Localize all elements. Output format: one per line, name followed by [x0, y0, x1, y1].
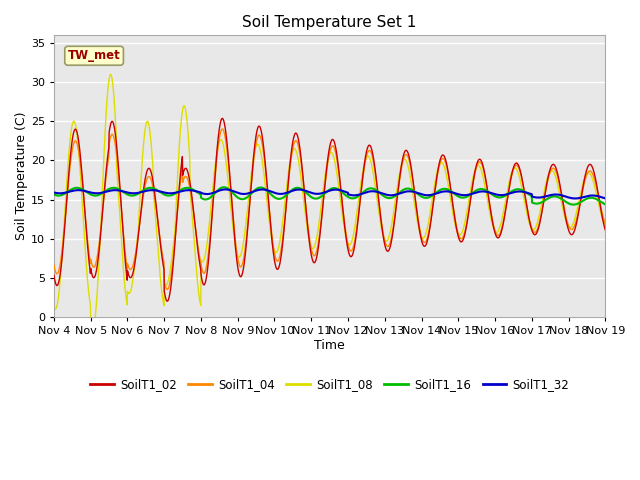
Y-axis label: Soil Temperature (C): Soil Temperature (C): [15, 112, 28, 240]
Text: TW_met: TW_met: [68, 49, 120, 62]
Legend: SoilT1_02, SoilT1_04, SoilT1_08, SoilT1_16, SoilT1_32: SoilT1_02, SoilT1_04, SoilT1_08, SoilT1_…: [86, 373, 573, 396]
X-axis label: Time: Time: [314, 338, 345, 352]
Title: Soil Temperature Set 1: Soil Temperature Set 1: [243, 15, 417, 30]
